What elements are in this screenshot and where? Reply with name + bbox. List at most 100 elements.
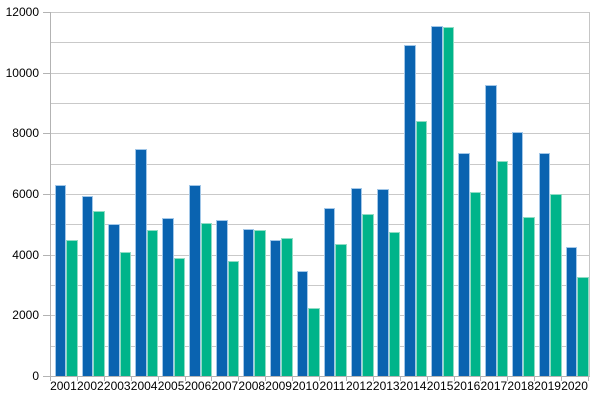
- x-axis-label-2004: 2004: [130, 379, 158, 393]
- y-axis-tick: [43, 315, 50, 317]
- gridline-y-4000: [51, 254, 589, 256]
- x-axis-label-2018: 2018: [507, 379, 535, 393]
- gridline-y-6000: [51, 194, 589, 195]
- x-axis-tick: [400, 377, 401, 381]
- bar-series-2-green-2019: [550, 194, 562, 376]
- bar-series-2-green-2020: [577, 277, 589, 376]
- x-axis-tick: [292, 377, 293, 381]
- x-axis-label-2009: 2009: [265, 379, 292, 393]
- x-axis-label-2005: 2005: [157, 379, 185, 393]
- bar-series-1-blue-2008: [242, 228, 255, 376]
- bar-series-1-blue-2015: [431, 25, 443, 376]
- x-axis-label-2006: 2006: [184, 379, 212, 393]
- x-axis-tick: [454, 377, 455, 381]
- x-axis-label-2014: 2014: [399, 379, 427, 393]
- x-axis-tick: [265, 377, 266, 381]
- bar-series-2-green-2013: [388, 231, 401, 376]
- x-axis-label-2001: 2001: [50, 379, 77, 393]
- bar-series-1-blue-2019: [538, 153, 551, 376]
- x-axis-tick: [427, 377, 428, 381]
- x-axis-tick: [319, 377, 320, 381]
- x-axis-tick: [158, 377, 159, 381]
- x-axis-label-2002: 2002: [76, 379, 104, 393]
- x-axis-tick: [373, 377, 374, 381]
- gridline-y-2000: [51, 315, 589, 317]
- bar-series-2-green-2014: [415, 121, 428, 376]
- x-axis-tick: [346, 377, 347, 381]
- bar-series-2-green-2009: [281, 237, 293, 376]
- x-axis-label-2015: 2015: [426, 379, 454, 393]
- x-axis-label-2013: 2013: [372, 379, 400, 393]
- bar-series-2-green-2001: [66, 239, 78, 376]
- x-axis-label-2010: 2010: [292, 379, 319, 393]
- bar-series-2-green-2018: [523, 216, 535, 376]
- x-axis-label-2008: 2008: [238, 379, 266, 393]
- y-axis-tick: [43, 254, 50, 256]
- gridline-y-10000: [51, 72, 589, 74]
- bar-series-1-blue-2006: [189, 184, 201, 376]
- x-axis-label-2007: 2007: [211, 379, 239, 393]
- bar-series-2-green-2004: [146, 230, 159, 376]
- x-axis-label-2019: 2019: [534, 379, 561, 393]
- bar-series-1-blue-2020: [565, 247, 578, 376]
- x-axis-label-2020: 2020: [561, 379, 588, 393]
- bar-series-1-blue-2013: [377, 189, 389, 376]
- bar-series-1-blue-2003: [108, 224, 120, 376]
- bar-series-2-green-2006: [200, 222, 213, 376]
- y-axis-label-12000: 12000: [5, 5, 39, 19]
- y-axis-label-8000: 8000: [12, 126, 39, 141]
- x-axis-label-2012: 2012: [345, 379, 373, 393]
- y-axis-tick: [43, 376, 50, 377]
- y-axis-tick: [43, 12, 50, 13]
- bar-series-1-blue-2007: [216, 219, 228, 376]
- x-axis-tick: [507, 377, 508, 381]
- bar-series-1-blue-2010: [296, 271, 309, 376]
- bar-series-2-green-2017: [496, 160, 508, 376]
- x-axis-label-2017: 2017: [480, 379, 508, 393]
- bar-series-2-green-2016: [469, 192, 482, 376]
- gridline-y-11000: [51, 42, 589, 44]
- gridline-y-8000: [51, 133, 589, 135]
- x-axis-tick: [131, 377, 132, 381]
- bar-series-1-blue-2017: [485, 84, 497, 376]
- x-axis-tick: [238, 377, 239, 381]
- bar-series-2-green-2010: [308, 307, 320, 376]
- gridline-y-3000: [51, 285, 589, 286]
- x-axis-tick: [480, 377, 481, 381]
- x-axis-label-2003: 2003: [103, 379, 131, 393]
- y-axis-tick: [43, 194, 50, 195]
- x-axis-tick: [185, 377, 186, 381]
- y-axis-label-2000: 2000: [12, 308, 39, 323]
- x-axis-label-2016: 2016: [453, 379, 481, 393]
- plot-area: [50, 12, 590, 377]
- y-axis-label-6000: 6000: [12, 187, 39, 201]
- bar-series-2-green-2011: [335, 244, 347, 376]
- y-axis-label-0: 0: [32, 369, 39, 383]
- bar-series-1-blue-2014: [404, 45, 416, 376]
- bar-series-2-green-2012: [362, 213, 374, 376]
- bar-series-2-green-2003: [119, 251, 132, 376]
- bar-series-1-blue-2004: [135, 149, 147, 376]
- x-axis-tick: [588, 377, 589, 381]
- bar-series-1-blue-2012: [350, 187, 362, 376]
- bar-series-1-blue-2002: [81, 195, 93, 376]
- bar-series-1-blue-2005: [162, 218, 174, 376]
- gridline-y-12000: [51, 12, 589, 13]
- x-axis-tick: [77, 377, 78, 381]
- bar-series-1-blue-2009: [269, 239, 282, 376]
- y-axis-label-4000: 4000: [12, 247, 39, 262]
- x-axis-tick: [211, 377, 212, 381]
- x-axis-tick: [561, 377, 562, 381]
- bar-series-2-green-2007: [227, 260, 239, 376]
- x-axis-label-2011: 2011: [319, 379, 346, 393]
- x-axis-tick: [104, 377, 105, 381]
- bar-series-1-blue-2016: [458, 153, 470, 376]
- bar-series-1-blue-2018: [511, 131, 524, 376]
- gridline-y-5000: [51, 224, 589, 226]
- gridline-y-9000: [51, 103, 589, 104]
- x-axis-tick: [50, 377, 51, 381]
- x-axis-tick: [534, 377, 535, 381]
- bar-series-1-blue-2001: [54, 184, 67, 376]
- bar-series-1-blue-2011: [323, 207, 336, 376]
- bar-series-2-green-2005: [173, 257, 186, 376]
